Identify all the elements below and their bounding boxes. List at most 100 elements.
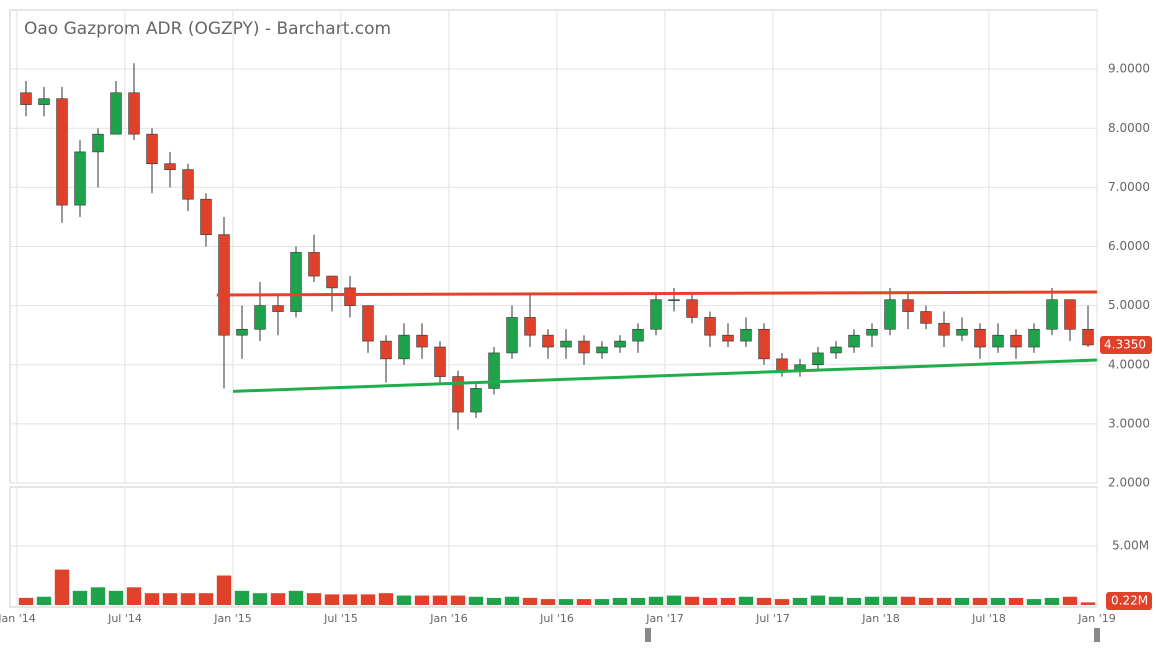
candle-body — [182, 169, 194, 200]
candle-body — [1082, 328, 1094, 346]
x-tick-label: Jul '14 — [107, 612, 142, 625]
volume-bar — [1008, 597, 1024, 605]
candle-body — [884, 299, 896, 330]
x-tick-label: Jul '15 — [323, 612, 358, 625]
volume-bar — [468, 596, 484, 605]
candle-body — [560, 340, 572, 348]
volume-bar — [864, 596, 880, 605]
candle-body — [380, 340, 392, 360]
chart-title: Oao Gazprom ADR (OGZPY) - Barchart.com — [24, 19, 391, 39]
candle-body — [1046, 299, 1058, 330]
volume-bar — [360, 594, 376, 605]
volume-panel — [9, 486, 1098, 608]
candle-body — [740, 328, 752, 342]
volume-bar — [90, 587, 106, 605]
scroll-handle[interactable] — [1094, 628, 1100, 642]
volume-bar — [432, 595, 448, 605]
x-tick-label: Jan '19 — [1077, 612, 1115, 625]
volume-bar — [918, 597, 934, 605]
y-tick-label: 4.0000 — [1108, 357, 1150, 371]
volume-bar — [612, 597, 628, 605]
candle-body — [920, 311, 932, 324]
volume-bar — [990, 597, 1006, 605]
volume-bar — [774, 599, 790, 605]
candle-body — [38, 98, 50, 105]
volume-bar — [252, 593, 268, 605]
candle-body — [812, 352, 824, 366]
candle-body — [398, 334, 410, 360]
candle-body — [452, 376, 464, 413]
volume-bar — [738, 596, 754, 605]
y-tick-label: 5.0000 — [1108, 298, 1150, 312]
x-tick-label: Jan '18 — [861, 612, 899, 625]
candle-body — [254, 305, 266, 330]
volume-bar — [576, 599, 592, 605]
volume-bar — [1044, 597, 1060, 605]
volume-bar — [342, 594, 358, 605]
volume-bar — [306, 593, 322, 605]
volume-bar — [450, 595, 466, 605]
candle-body — [416, 334, 428, 348]
candle-body — [362, 305, 374, 342]
x-tick-label: Jan '14 — [0, 612, 36, 625]
volume-bar — [792, 597, 808, 605]
candle-body — [758, 328, 770, 360]
last-price-tag — [1100, 335, 1152, 354]
y-tick-label: 2.0000 — [1108, 476, 1150, 490]
trend-line — [216, 290, 1098, 297]
scroll-handle[interactable] — [645, 628, 651, 642]
candle-body — [578, 340, 590, 354]
candle-body — [974, 328, 986, 348]
candle-body — [668, 299, 680, 302]
volume-bar — [288, 590, 304, 605]
candle-body — [992, 334, 1004, 348]
volume-bar — [828, 596, 844, 605]
candle-body — [650, 299, 662, 330]
candle-body — [956, 328, 968, 336]
candle-body — [128, 92, 140, 135]
volume-bar — [702, 597, 718, 605]
volume-bar — [18, 597, 34, 605]
volume-bar — [684, 596, 700, 605]
volume-bar — [756, 597, 772, 605]
y-tick-label: 9.0000 — [1108, 62, 1150, 76]
candle-body — [722, 334, 734, 342]
candle-body — [344, 287, 356, 306]
candle-body — [848, 334, 860, 348]
y-tick-label: 6.0000 — [1108, 239, 1150, 253]
volume-bar — [594, 599, 610, 605]
candle-body — [524, 317, 536, 336]
candle-body — [218, 234, 230, 336]
volume-bar — [270, 593, 286, 605]
volume-bar — [414, 595, 430, 605]
candle-body — [308, 252, 320, 277]
x-tick-label: Jan '15 — [213, 612, 251, 625]
volume-bar — [126, 587, 142, 605]
volume-bar — [180, 593, 196, 605]
volume-bar — [954, 597, 970, 605]
candle-body — [830, 346, 842, 354]
y-tick-label: 5.00M — [1112, 539, 1149, 553]
volume-bar — [72, 590, 88, 605]
volume-bar — [1080, 602, 1096, 605]
volume-bar — [198, 593, 214, 605]
volume-bar — [882, 596, 898, 605]
volume-bar — [216, 575, 232, 605]
candle-body — [272, 305, 284, 312]
candle-body — [200, 198, 212, 235]
volume-bar — [54, 569, 70, 605]
candle-body — [326, 275, 338, 289]
candle-body — [92, 133, 104, 153]
candle-body — [290, 252, 302, 312]
volume-bar — [396, 595, 412, 605]
candle-body — [488, 352, 500, 389]
volume-bar — [648, 596, 664, 605]
candle-body — [704, 317, 716, 336]
candle-body — [866, 328, 878, 336]
candle-body — [1064, 299, 1076, 330]
volume-bar — [630, 597, 646, 605]
volume-bar — [900, 596, 916, 605]
volume-bar — [972, 597, 988, 605]
x-tick-label: Jul '16 — [539, 612, 574, 625]
volume-bar — [846, 597, 862, 605]
